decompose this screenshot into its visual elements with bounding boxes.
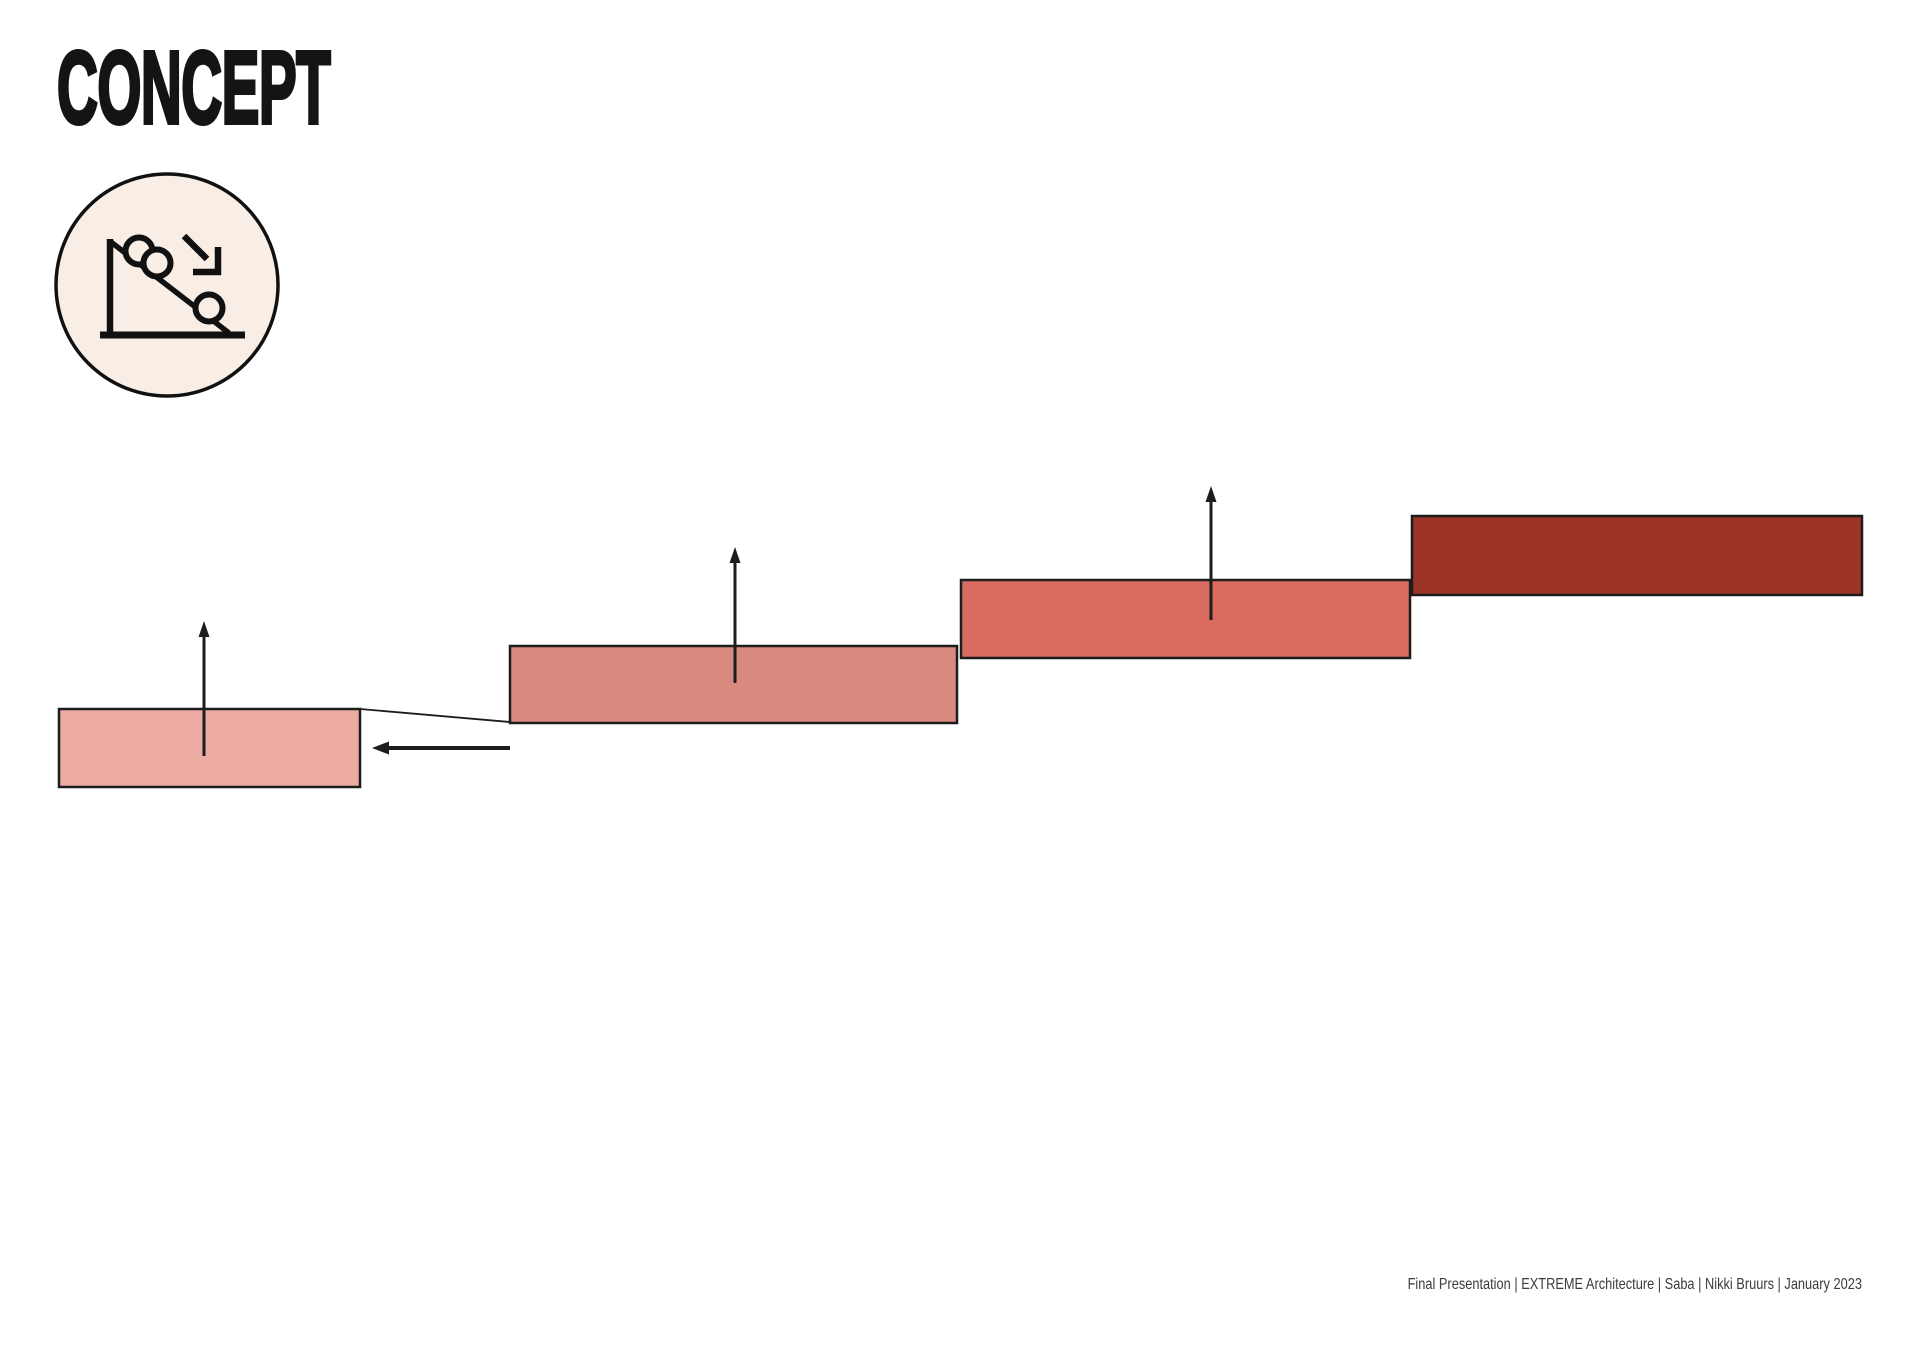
footer-credits: Final Presentation | EXTREME Architectur… bbox=[1407, 1276, 1862, 1293]
lift-arrow-2-head bbox=[729, 547, 741, 563]
rolling-ball-2 bbox=[140, 246, 174, 280]
shift-left-arrow-head bbox=[372, 741, 389, 755]
diagram-block-step-4 bbox=[1410, 514, 1864, 597]
icon-downslope-arrow-shaft bbox=[181, 233, 210, 262]
lift-arrow-3-head bbox=[1205, 486, 1217, 502]
stepped-blocks-diagram bbox=[57, 486, 1864, 789]
diagram-block-step-1 bbox=[57, 707, 362, 789]
slide-title: CONCEPT bbox=[56, 30, 332, 145]
icon-downslope-arrow-head bbox=[193, 247, 222, 276]
lift-arrow-1-head bbox=[198, 621, 210, 637]
ball-rolling-down-ramp-icon bbox=[54, 172, 280, 398]
rolling-ball-3 bbox=[192, 291, 226, 325]
step-connector-line bbox=[359, 708, 511, 723]
diagram-block-step-3 bbox=[959, 578, 1412, 660]
